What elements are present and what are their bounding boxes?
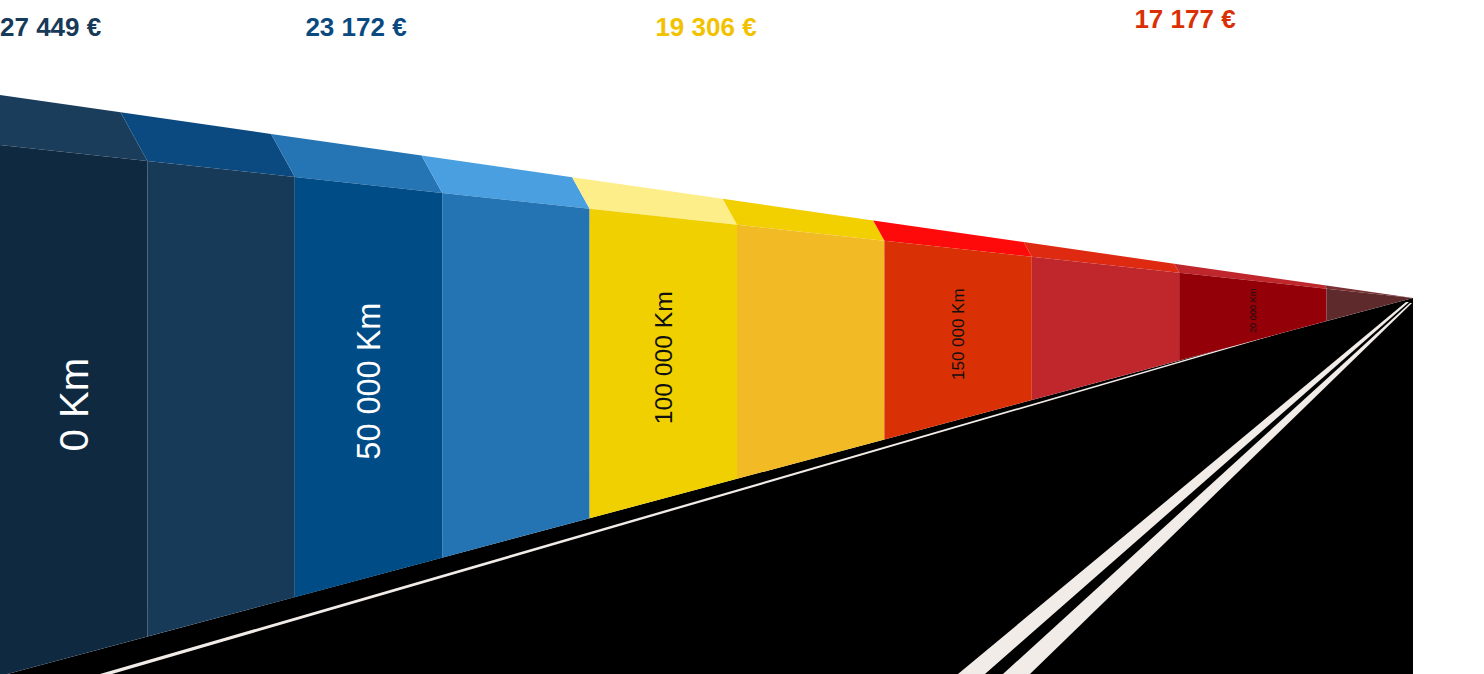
segment-front [295,177,442,597]
segment [0,91,147,674]
segment-top [121,112,295,177]
price-label: 19 306 € [655,12,756,42]
price-label: 17 177 € [1134,4,1235,34]
price-labels: 27 449 € 23 172 € 19 306 € 17 177 € [0,4,1236,42]
segment-front [1179,273,1326,361]
segment-front [884,241,1031,440]
segment [572,177,737,518]
segment-front [1032,257,1179,400]
segment-front [590,209,737,518]
segment [873,220,1032,439]
segment-front [1327,289,1413,321]
mileage-label: 150 000 Km [949,289,968,380]
segment [1024,242,1179,400]
segment [723,199,885,479]
mileage-label: 0 Km [52,358,97,452]
mileage-label: 50 000 Km [351,303,387,460]
segment-front [147,161,294,637]
mileage-label: 100 000 Km [650,291,677,424]
mileage-label: 20 000 Km [1248,288,1258,333]
segment-front [0,145,147,674]
segment [271,134,442,597]
price-label: 27 449 € [0,12,101,42]
segment [1174,264,1326,361]
segment-front [737,225,884,479]
price-label: 23 172 € [305,12,406,42]
segment [422,156,590,558]
segments [0,91,1413,674]
segment [121,112,295,636]
segment-labels: 0 Km 50 000 Km 100 000 Km 150 000 Km 20 000 … [52,288,1258,460]
segment [1325,285,1413,321]
segment-front [442,193,589,558]
